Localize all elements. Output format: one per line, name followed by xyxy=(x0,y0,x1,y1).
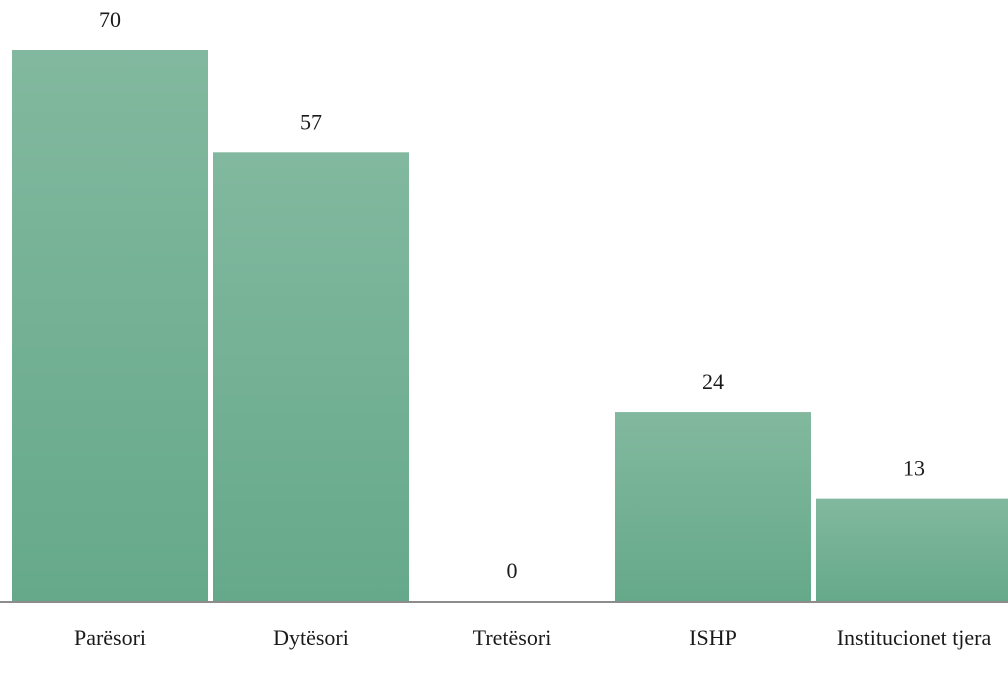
value-label: 0 xyxy=(507,558,518,583)
value-label: 57 xyxy=(300,109,322,134)
x-tick-label: Tretësori xyxy=(472,625,552,650)
x-tick-label: Dytësori xyxy=(273,625,349,650)
x-tick-label: Parësori xyxy=(73,625,147,650)
bar-sheen xyxy=(213,152,409,602)
value-label: 70 xyxy=(99,7,121,32)
value-label: 24 xyxy=(702,369,724,394)
bar-sheen xyxy=(816,498,1008,601)
bar-sheen xyxy=(615,412,811,601)
bar-sheen xyxy=(12,50,208,601)
x-tick-label: ISHP xyxy=(689,625,737,650)
x-tick-label: Institucionet tjera xyxy=(836,625,992,650)
value-label: 13 xyxy=(903,456,925,481)
